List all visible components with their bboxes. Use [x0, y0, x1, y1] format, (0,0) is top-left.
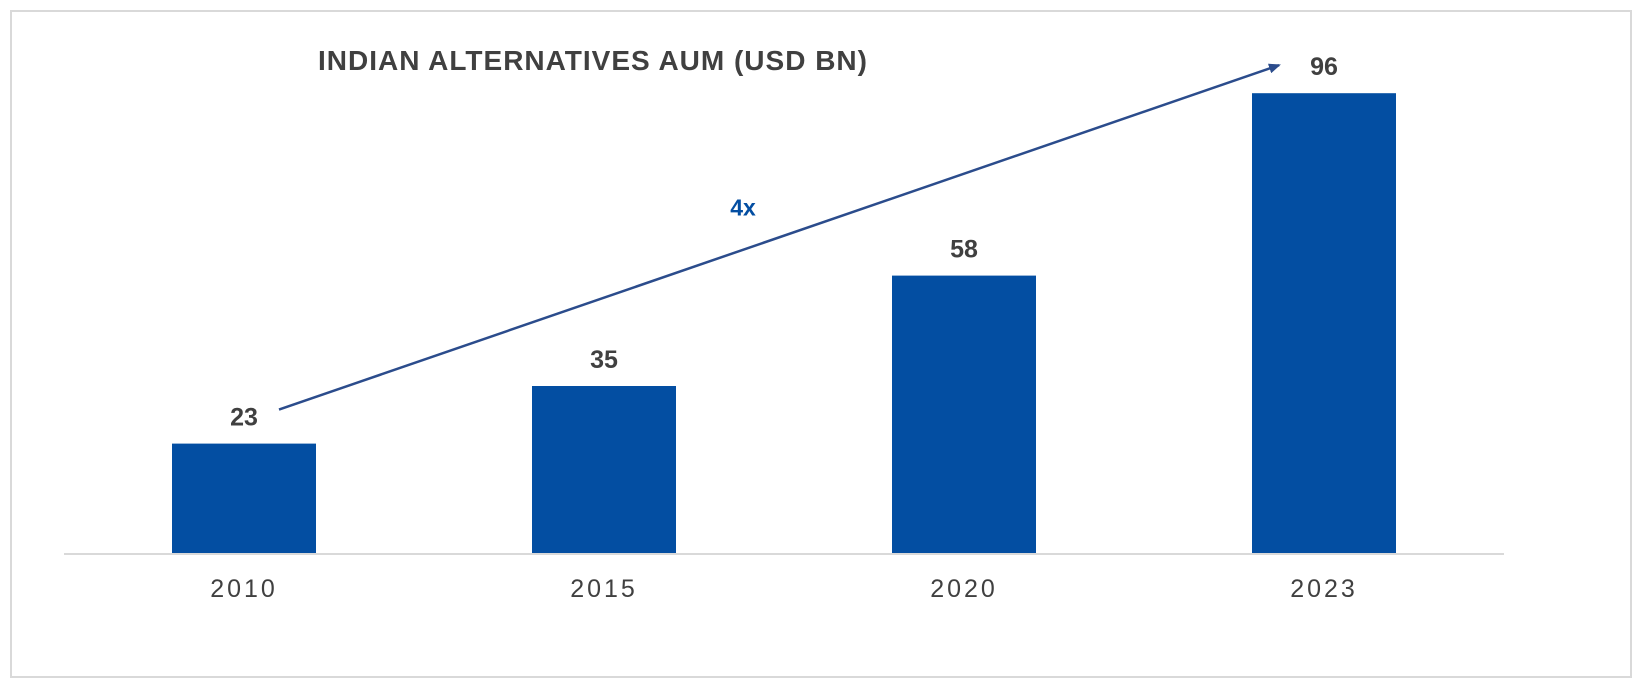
data-label-2010: 23 — [230, 404, 258, 432]
bars-layer — [172, 93, 1396, 554]
x-tick-label-2023: 2023 — [1290, 575, 1358, 603]
bar-2023 — [1252, 93, 1396, 554]
growth-arrow — [278, 63, 1281, 411]
x-tick-labels-layer: 2010 2015 2020 2023 — [210, 575, 1358, 603]
bar-2010 — [172, 443, 316, 554]
data-label-2023: 96 — [1310, 53, 1338, 81]
x-tick-label-2010: 2010 — [210, 575, 278, 603]
bar-2020 — [892, 275, 1036, 554]
chart-frame: INDIAN ALTERNATIVES AUM (USD BN) 23 35 58 9… — [10, 10, 1632, 678]
data-labels-layer: 23 35 58 96 — [230, 53, 1338, 431]
chart-title: INDIAN ALTERNATIVES AUM (USD BN) — [318, 45, 868, 76]
growth-annotation-label: 4x — [730, 195, 756, 221]
x-tick-label-2015: 2015 — [570, 575, 638, 603]
chart-svg: INDIAN ALTERNATIVES AUM (USD BN) 23 35 58 9… — [64, 45, 1504, 603]
bar-2015 — [532, 386, 676, 554]
data-label-2020: 58 — [950, 236, 978, 264]
data-label-2015: 35 — [590, 346, 618, 374]
x-tick-label-2020: 2020 — [930, 575, 998, 603]
